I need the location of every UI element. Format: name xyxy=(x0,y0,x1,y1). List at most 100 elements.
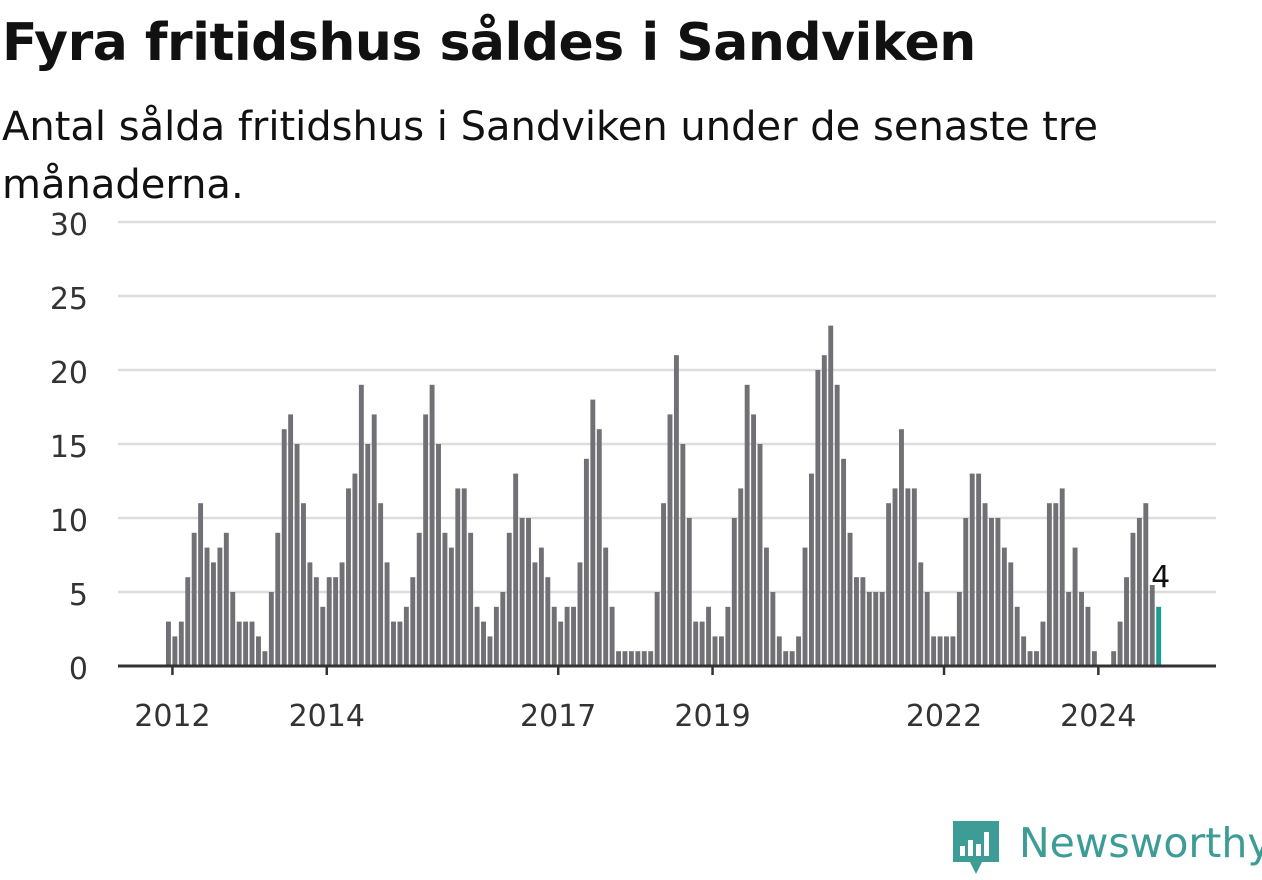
bar xyxy=(648,651,654,666)
bar xyxy=(654,592,660,666)
bar xyxy=(1130,532,1136,666)
bar xyxy=(333,577,339,666)
bar xyxy=(751,414,757,666)
bar xyxy=(1014,606,1020,666)
bar xyxy=(783,651,789,666)
bar xyxy=(725,606,731,666)
bar xyxy=(365,444,371,666)
bar xyxy=(757,444,763,666)
bar xyxy=(770,592,776,666)
bar xyxy=(268,592,274,666)
bar xyxy=(217,547,223,666)
x-tick-label: 2017 xyxy=(520,699,596,734)
bar xyxy=(628,651,634,666)
bar xyxy=(847,532,853,666)
bar xyxy=(423,414,429,666)
bar xyxy=(461,488,467,666)
x-tick-label: 2024 xyxy=(1060,699,1136,734)
bar xyxy=(924,592,930,666)
bar xyxy=(352,473,358,666)
x-tick-label: 2019 xyxy=(674,699,750,734)
bar xyxy=(989,518,994,666)
bar xyxy=(969,473,975,666)
bar xyxy=(866,592,872,666)
bar xyxy=(172,636,178,666)
bar xyxy=(1143,503,1149,666)
bar xyxy=(686,518,692,666)
bar xyxy=(583,458,589,666)
bar xyxy=(995,518,1001,666)
bar xyxy=(519,518,525,666)
bar xyxy=(307,562,313,666)
bar xyxy=(1136,518,1142,666)
y-tick-label: 10 xyxy=(50,504,88,539)
bar xyxy=(185,577,191,666)
bar xyxy=(474,606,480,666)
bar xyxy=(397,621,403,666)
bar xyxy=(963,518,969,666)
bar xyxy=(545,577,551,666)
bar xyxy=(223,532,229,666)
bar xyxy=(371,414,377,666)
bar xyxy=(944,636,949,666)
bar xyxy=(1085,606,1091,666)
bar xyxy=(191,532,197,666)
bar xyxy=(635,651,641,666)
bar xyxy=(661,503,667,666)
bar xyxy=(538,547,544,666)
bar xyxy=(577,562,583,666)
bar-chart-speech-bubble-icon xyxy=(953,821,999,874)
bar xyxy=(429,384,435,666)
bar xyxy=(339,562,345,666)
bar xyxy=(738,488,744,666)
bar xyxy=(166,621,171,666)
bar xyxy=(378,503,384,666)
bar xyxy=(1040,621,1046,666)
bar xyxy=(860,577,866,666)
bar xyxy=(911,488,917,666)
bar xyxy=(1072,547,1078,666)
bar xyxy=(622,651,628,666)
brand-name: Newsworthy xyxy=(1019,819,1262,867)
bar xyxy=(763,547,769,666)
bar xyxy=(1034,651,1039,666)
bar xyxy=(526,518,531,666)
bar xyxy=(178,621,184,666)
bar xyxy=(320,606,326,666)
bar xyxy=(1124,577,1129,666)
bar xyxy=(1149,577,1155,666)
bar xyxy=(262,651,268,666)
bar xyxy=(448,547,454,666)
bar xyxy=(294,444,300,666)
bar xyxy=(391,621,396,666)
bar xyxy=(204,547,210,666)
bar xyxy=(673,355,679,666)
chart-subtitle: Antal sålda fritidshus i Sandviken under… xyxy=(2,104,1099,208)
bar xyxy=(249,621,255,666)
bar xyxy=(243,621,249,666)
bar xyxy=(1046,503,1052,666)
chart-title: Fyra fritidshus såldes i Sandviken xyxy=(2,13,976,73)
bar xyxy=(699,621,705,666)
bar xyxy=(590,399,596,666)
bar xyxy=(558,621,564,666)
bar xyxy=(236,621,242,666)
y-tick-label: 5 xyxy=(69,578,88,613)
bar xyxy=(1021,636,1027,666)
bar xyxy=(899,429,904,666)
bar xyxy=(346,488,351,666)
bar xyxy=(442,532,448,666)
bar xyxy=(551,606,557,666)
bar xyxy=(905,488,911,666)
bar xyxy=(834,384,840,666)
bar xyxy=(841,458,847,666)
bar xyxy=(873,592,879,666)
bar xyxy=(571,606,576,666)
bar xyxy=(564,606,570,666)
y-tick-label: 25 xyxy=(50,282,88,317)
bar xyxy=(603,547,609,666)
bar xyxy=(313,577,319,666)
bar xyxy=(596,429,602,666)
bar xyxy=(828,325,834,666)
bar xyxy=(256,636,261,666)
